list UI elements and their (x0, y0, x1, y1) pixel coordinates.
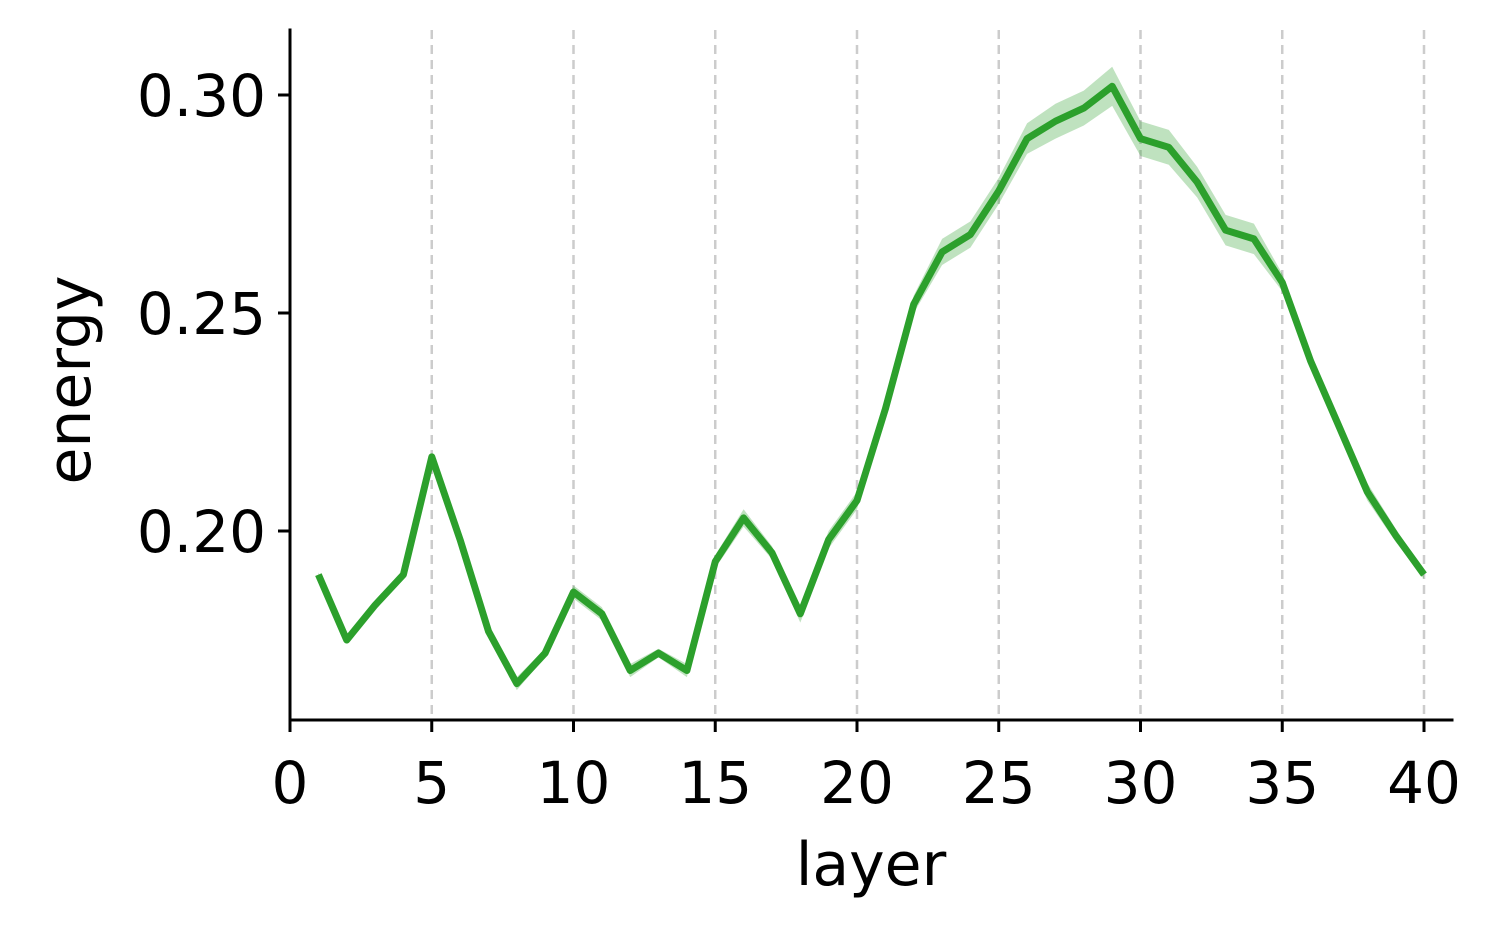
grid-lines (430, 30, 1426, 720)
x-tick-label-20: 20 (820, 749, 894, 817)
x-tick-label-35: 35 (1245, 749, 1319, 817)
y-ticks: 0.20 0.25 0.30 (137, 62, 290, 566)
x-tick-label-30: 30 (1104, 749, 1178, 817)
x-tick-label-0: 0 (272, 749, 309, 817)
y-axis-label: energy (35, 275, 105, 484)
y-tick-label-1: 0.25 (137, 280, 266, 348)
axes (288, 28, 1454, 722)
series-lines (315, 82, 1427, 688)
x-ticks: 0 5 10 15 20 25 30 35 40 (272, 720, 1461, 817)
confidence-band-0 (318, 66, 1424, 691)
confidence-bands (318, 66, 1424, 691)
x-tick-label-15: 15 (678, 749, 752, 817)
x-tick-label-25: 25 (962, 749, 1036, 817)
x-tick-label-10: 10 (537, 749, 611, 817)
series-line-0 (315, 82, 1427, 688)
y-tick-label-0: 0.20 (137, 498, 266, 566)
x-tick-label-5: 5 (413, 749, 450, 817)
y-tick-label-2: 0.30 (137, 62, 266, 130)
x-tick-label-40: 40 (1387, 749, 1461, 817)
x-axis-label: layer (796, 830, 947, 900)
